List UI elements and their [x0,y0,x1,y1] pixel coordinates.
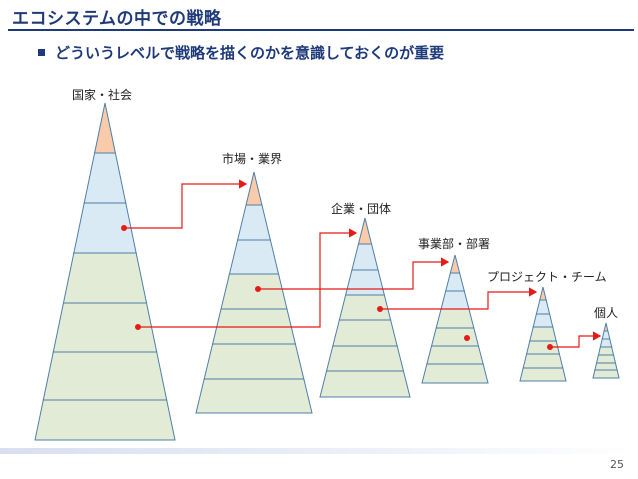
level-label-individual: 個人 [594,306,619,320]
pyramid-company-band-4 [338,294,392,321]
pyramid-division-band-1 [449,254,461,274]
connector-project-to-individual-start-dot [547,344,553,350]
connector-nation-to-company [138,228,358,328]
pyramid-individual-band-4 [597,346,615,356]
level-label-market: 市場・業界 [222,152,283,166]
pyramid-division-band-4 [435,308,475,329]
pyramid-market-band-6 [203,343,305,380]
connector-project-to-individual [550,331,602,348]
connector-division-to-project-start-dot [464,335,470,341]
pyramid-company-band-2 [351,243,379,271]
pyramid-market-band-4 [220,273,288,310]
page-number: 25 [610,458,624,471]
pyramid-division [421,254,489,384]
pyramid-nation-band-7 [34,399,176,441]
pyramid-project-band-4 [529,326,557,342]
pyramid-division-band-5 [430,327,480,347]
level-label-division: 事業部・部署 [418,237,491,251]
level-label-company: 企業・団体 [331,202,392,216]
pyramid-market-band-3 [228,239,280,275]
pyramid-company-band-6 [325,345,405,372]
connector-company-to-project [380,287,538,310]
pyramid-company-band-1 [357,217,373,245]
connector-nation-to-company-start-dot [135,324,141,330]
pyramid-project [519,286,567,382]
pyramid-market [195,171,313,414]
pyramid-individual-band-5 [595,354,617,364]
pyramid-market-band-7 [195,378,313,414]
bullet-text: どういうレベルで戦略を描くのかを意識しておくのが重要 [55,44,445,62]
pyramid-company-band-3 [345,269,385,296]
pyramid-division-band-3 [440,290,470,310]
pyramid-individual-band-7 [592,369,620,379]
connector-nation-to-market-start-dot [121,225,127,231]
title-divider [8,29,634,31]
pyramid-division-band-2 [445,272,465,292]
pyramid-nation-band-4 [62,252,148,304]
connector-company-to-project-start-dot [377,306,383,312]
footer-bar [0,448,638,454]
bullet-point: どういうレベルで戦略を描くのかを意識しておくのが重要 [38,42,444,63]
pyramid-individual [592,322,620,379]
pyramid-company [319,217,411,398]
pyramid-project-band-7 [519,367,567,382]
pyramid-market-band-1 [245,171,263,206]
slide-title: エコシステムの中での戦略 [12,9,222,29]
connector-market-to-division [258,257,450,290]
pyramid-market-band-2 [237,204,271,241]
pyramid-project-band-3 [532,313,554,328]
pyramid-project-band-6 [522,353,564,369]
pyramid-division-band-6 [426,345,484,365]
pyramid-company-band-5 [332,319,398,347]
pyramid-individual-band-3 [599,338,613,348]
pyramid-nation-band-6 [42,351,168,401]
connector-market-to-division-start-dot [255,286,261,292]
pyramid-nation-band-2 [83,152,127,204]
pyramid-nation [34,102,176,441]
pyramid-project-band-2 [535,299,551,315]
pyramid-individual-band-6 [594,362,618,371]
level-label-project: プロジェクト・チーム [487,270,607,284]
pyramid-project-band-1 [539,286,547,301]
pyramid-nation-band-1 [93,102,117,154]
pyramid-company-band-7 [319,370,411,398]
level-label-nation: 国家・社会 [72,88,133,102]
pyramid-individual-band-2 [601,330,611,340]
bullet-square-icon [38,49,45,56]
connector-nation-to-market [124,179,248,229]
pyramid-division-band-7 [421,363,489,384]
pyramid-individual-band-1 [603,322,609,332]
